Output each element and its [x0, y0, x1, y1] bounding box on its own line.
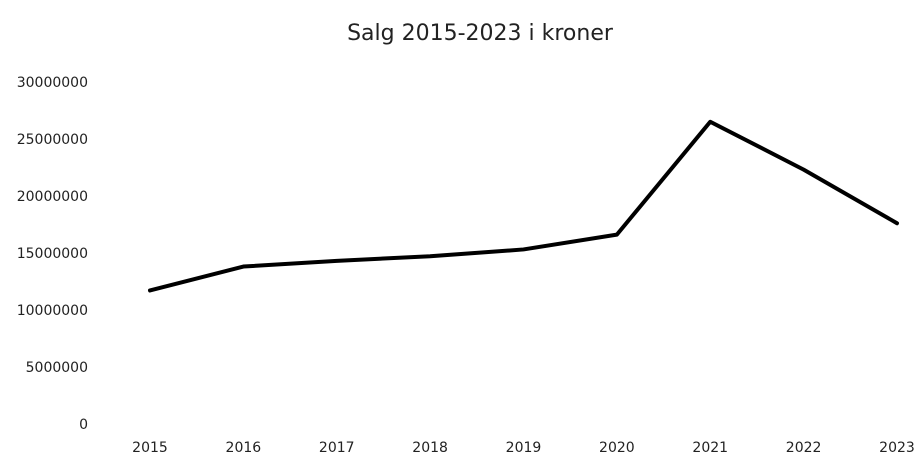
x-tick-label: 2019 [506, 440, 542, 456]
x-tick-label: 2021 [692, 440, 728, 456]
y-tick-label: 5000000 [26, 360, 88, 376]
x-tick-label: 2022 [786, 440, 822, 456]
x-tick-label: 2020 [599, 440, 635, 456]
y-tick-label: 15000000 [17, 246, 88, 262]
y-tick-label: 10000000 [17, 303, 88, 319]
y-tick-label: 0 [79, 417, 88, 433]
x-tick-label: 2023 [879, 440, 915, 456]
x-tick-label: 2018 [412, 440, 448, 456]
x-tick-label: 2017 [319, 440, 355, 456]
chart-title: Salg 2015-2023 i kroner [347, 21, 614, 46]
x-tick-label: 2015 [132, 440, 168, 456]
x-tick-label: 2016 [226, 440, 262, 456]
line-series [148, 119, 899, 293]
y-tick-label: 30000000 [17, 75, 88, 91]
y-tick-label: 25000000 [17, 132, 88, 148]
y-tick-label: 20000000 [17, 189, 88, 205]
